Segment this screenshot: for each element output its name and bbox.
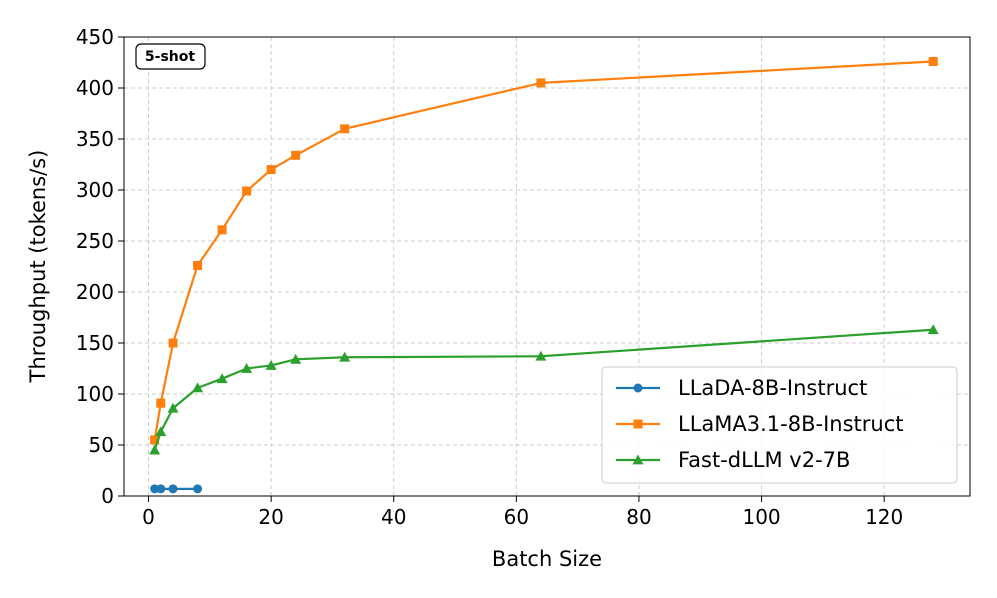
x-tick-label: 100 xyxy=(742,505,780,529)
x-tick-label: 20 xyxy=(258,505,283,529)
x-tick-label: 80 xyxy=(626,505,651,529)
data-point xyxy=(216,373,228,384)
data-point xyxy=(192,382,204,393)
data-point xyxy=(156,484,166,494)
y-tick-label: 0 xyxy=(101,484,114,508)
x-axis-label: Batch Size xyxy=(492,547,602,571)
x-tick-label: 60 xyxy=(504,505,529,529)
data-point xyxy=(535,350,547,361)
data-point xyxy=(536,78,546,88)
data-point xyxy=(149,444,161,455)
data-point xyxy=(155,426,167,437)
y-tick-label: 50 xyxy=(89,433,114,457)
data-point xyxy=(340,124,350,134)
x-tick-label: 0 xyxy=(142,505,155,529)
plot-area xyxy=(123,36,971,497)
series-layer xyxy=(149,56,939,494)
shot-badge-box xyxy=(135,43,206,70)
legend-marker xyxy=(633,419,643,429)
series-0 xyxy=(150,484,203,494)
data-point xyxy=(217,225,227,235)
shot-badge: 5-shot xyxy=(135,43,206,70)
y-tick-label: 150 xyxy=(76,331,114,355)
data-point xyxy=(193,260,203,270)
legend: LLaDA-8B-Instruct LLaMA3.1-8B-Instruct Fas… xyxy=(601,366,958,484)
y-tick-label: 450 xyxy=(76,25,114,49)
y-tick-label: 350 xyxy=(76,127,114,151)
x-tick-label: 120 xyxy=(865,505,903,529)
data-point xyxy=(168,484,178,494)
data-point xyxy=(290,353,302,364)
shot-badge-label: 5-shot xyxy=(145,49,195,65)
data-point xyxy=(156,398,166,408)
y-tick-label: 100 xyxy=(76,382,114,406)
legend-entry: LLaMA3.1-8B-Instruct xyxy=(616,412,903,436)
y-axis-label: Throughput (tokens/s) xyxy=(26,150,50,384)
data-point xyxy=(927,324,939,335)
x-tick-label: 40 xyxy=(381,505,406,529)
y-tick-label: 250 xyxy=(76,229,114,253)
legend-marker xyxy=(633,383,643,393)
y-tick-label: 300 xyxy=(76,178,114,202)
data-point xyxy=(339,351,351,362)
y-tick-label: 400 xyxy=(76,76,114,100)
data-point xyxy=(242,186,252,196)
data-point xyxy=(928,56,938,66)
data-point xyxy=(266,165,276,175)
legend-label: LLaDA-8B-Instruct xyxy=(678,376,867,400)
y-tick-label: 200 xyxy=(76,280,114,304)
legend-label: LLaMA3.1-8B-Instruct xyxy=(678,412,903,436)
data-point xyxy=(291,150,301,160)
series-1 xyxy=(150,56,938,445)
data-point xyxy=(241,363,253,373)
legend-marker xyxy=(632,454,644,465)
data-point xyxy=(168,338,178,348)
legend-box xyxy=(601,366,958,484)
series-2 xyxy=(149,324,939,455)
legend-label: Fast-dLLM v2-7B xyxy=(678,448,850,472)
legend-entry: LLaDA-8B-Instruct xyxy=(616,376,867,400)
data-point xyxy=(265,359,277,370)
legend-entry: Fast-dLLM v2-7B xyxy=(616,448,850,472)
data-point xyxy=(193,484,203,494)
axis-ticks: 0 50 100 150 200 250 300 350 400 450 0 20 40 60 80 100 1… xyxy=(76,25,903,529)
data-point xyxy=(167,402,179,413)
data-point xyxy=(150,435,160,445)
